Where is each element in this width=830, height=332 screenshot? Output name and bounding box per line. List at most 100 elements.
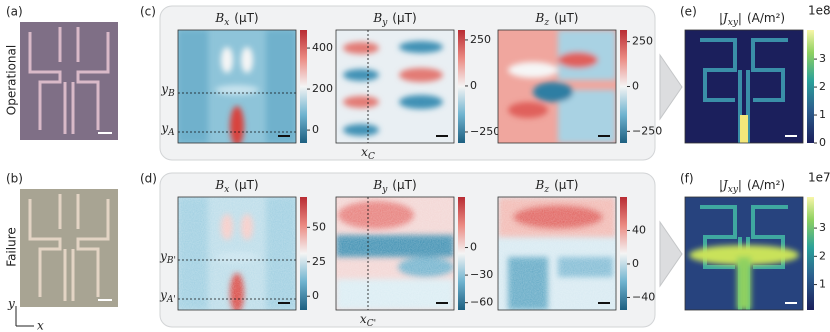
trace xyxy=(733,207,755,222)
feature xyxy=(221,47,233,73)
colorbar-tick-label: 0 xyxy=(312,289,319,302)
colorbar xyxy=(300,30,307,143)
symbol: y xyxy=(160,121,168,135)
subscript: A' xyxy=(166,295,176,305)
heatmap xyxy=(498,30,616,143)
colorbar-tick-label: 250 xyxy=(632,35,653,48)
feature xyxy=(498,197,616,310)
line-cut-label: yA xyxy=(160,121,175,138)
symbol: B xyxy=(535,11,545,25)
trace xyxy=(76,32,110,130)
colorbar-tick-label: 0 xyxy=(819,136,826,149)
feature xyxy=(343,42,379,54)
panel-label: (d) xyxy=(140,172,157,186)
map-title: Bz (μT) xyxy=(535,11,579,28)
feature xyxy=(737,257,751,310)
symbol: |J xyxy=(719,178,729,192)
heatmap xyxy=(336,30,454,143)
map-title: By (μT) xyxy=(372,11,416,28)
trace xyxy=(76,199,110,297)
photo xyxy=(20,22,118,140)
trace xyxy=(733,40,755,55)
map-frame xyxy=(497,196,617,311)
trace xyxy=(700,38,737,102)
trace xyxy=(28,199,62,297)
colorbar-tick-label: 3 xyxy=(819,221,826,234)
scale-bar xyxy=(98,299,112,301)
symbol: B xyxy=(535,178,545,192)
unit: (A/m²) xyxy=(747,178,785,192)
photo xyxy=(20,189,118,307)
symbol: B xyxy=(372,11,382,25)
unit: (μT) xyxy=(234,11,258,25)
feature xyxy=(398,257,454,277)
subscript: xy xyxy=(728,18,739,28)
feature xyxy=(215,252,259,262)
unit: (μT) xyxy=(554,178,578,192)
unit: (μT) xyxy=(392,178,416,192)
map-frame xyxy=(497,29,617,144)
symbol: y xyxy=(159,288,167,302)
feature xyxy=(336,197,454,310)
symbol: | xyxy=(738,178,742,192)
unit: (μT) xyxy=(234,178,258,192)
subscript: z xyxy=(543,18,549,28)
arrow xyxy=(659,220,683,288)
colorbar-tick-label: 200 xyxy=(312,82,333,95)
row-label: Operational xyxy=(5,45,19,115)
panel-label: (a) xyxy=(6,5,23,19)
scale-bar xyxy=(436,302,448,304)
map-title: |Jxy| (A/m²) xyxy=(719,11,785,28)
features xyxy=(508,30,616,143)
feature xyxy=(230,106,244,143)
colorbar-tick-label: −250 xyxy=(632,124,662,137)
hotspot xyxy=(740,115,748,143)
colorbar xyxy=(807,197,814,310)
heatmap xyxy=(685,197,803,310)
map-title: Bx (μT) xyxy=(214,11,258,28)
symbol: | xyxy=(738,11,742,25)
subscript: x xyxy=(224,185,229,195)
feature xyxy=(336,279,454,310)
feature xyxy=(178,197,296,310)
feature xyxy=(178,197,208,310)
features xyxy=(689,245,799,310)
heatmap xyxy=(178,197,296,310)
panel-label: (e) xyxy=(680,5,697,19)
heatmap xyxy=(336,197,454,310)
colorbar xyxy=(458,197,465,310)
subscript: y xyxy=(381,185,388,195)
subscript: z xyxy=(543,185,549,195)
colorbar-tick-label: 2 xyxy=(819,80,826,93)
photo-bg xyxy=(20,189,118,307)
line-cut-label: xC xyxy=(361,145,375,162)
feature xyxy=(215,85,259,95)
trace xyxy=(700,205,737,269)
scale-bar xyxy=(278,135,290,137)
unit: (μT) xyxy=(554,11,578,25)
map-frame xyxy=(684,29,804,144)
feature xyxy=(689,245,799,265)
feature xyxy=(338,201,414,229)
colorbar-tick-label: −250 xyxy=(470,125,500,138)
colorbar xyxy=(620,197,627,310)
panel-label: (c) xyxy=(140,5,156,19)
map-frame xyxy=(335,29,455,144)
feature xyxy=(399,41,443,53)
line-cut-label: yB xyxy=(160,82,175,99)
scale-bar xyxy=(598,135,610,137)
colorbar-tick-label: 3 xyxy=(819,52,826,65)
trace xyxy=(751,38,788,102)
map-title: Bx (μT) xyxy=(214,178,258,195)
scale-bar xyxy=(278,302,290,304)
scale-bar xyxy=(598,302,610,304)
colorbar-tick-label: 25 xyxy=(312,255,326,268)
symbol: x xyxy=(360,312,367,326)
subscript: C xyxy=(368,152,375,162)
map-title: Bz (μT) xyxy=(535,178,579,195)
photo-bg xyxy=(20,22,118,140)
feature xyxy=(266,30,296,143)
colorbar-tick-label: 1 xyxy=(819,278,826,291)
map-frame xyxy=(177,196,297,311)
feature xyxy=(343,96,379,108)
